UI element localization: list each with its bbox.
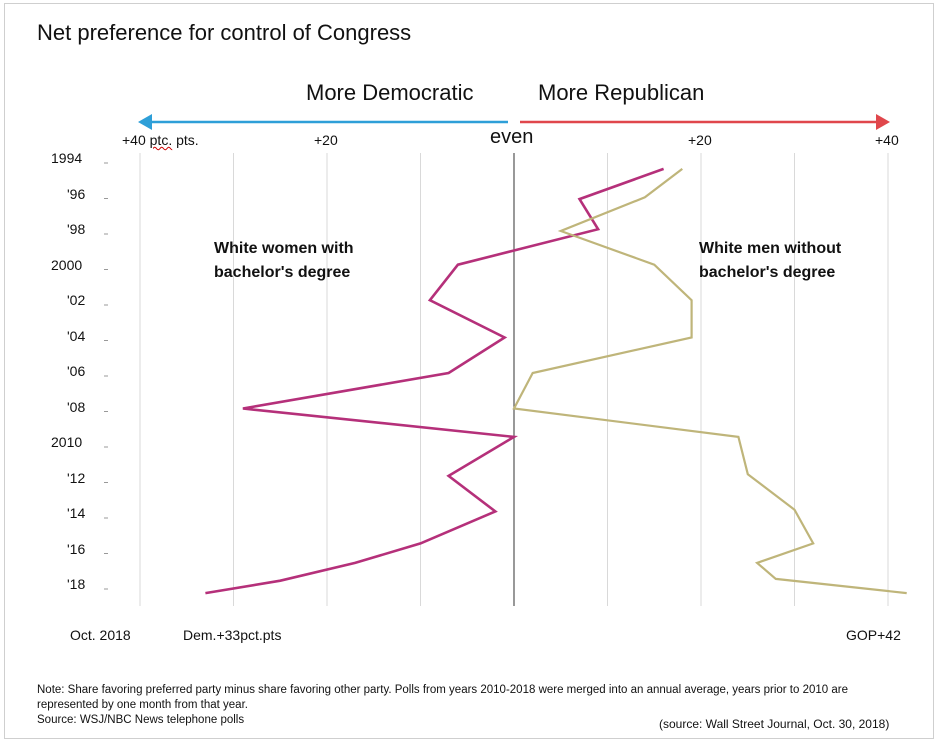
y-tick-label: '96 [67,185,86,202]
democratic-arrow-head [138,114,152,130]
men-annotation-line-1: White men without [699,240,842,257]
men-annotation: White men without bachelor's degree [699,237,841,285]
source-credit: (source: Wall Street Journal, Oct. 30, 2… [659,717,890,731]
bottom-gop-label: GOP+42 [846,627,901,643]
x-tick-label: +20 [314,132,338,148]
gridlines [139,153,889,606]
even-label: even [490,126,534,148]
y-tick-label: '02 [67,292,86,308]
republican-arrow-head [876,114,890,130]
y-tick-label: '04 [67,327,86,344]
x-tick-label: +40 [875,132,899,148]
y-tick-marks [104,162,108,590]
direction-arrows [138,114,890,130]
y-tick-label: '16 [67,540,86,557]
chart-title: Net preference for control of Congress [37,20,412,45]
y-tick-label: '12 [67,469,86,486]
x-tick-label: +20 [688,132,712,148]
women-annotation-line-2: bachelor's degree [214,264,351,281]
y-tick-label: 2010 [51,434,83,450]
men-series-line [512,168,907,595]
bottom-dem-label: Dem.+33pct.pts [183,627,282,643]
y-tick-label: '06 [67,363,86,379]
women-annotation-line-1: White women with [214,240,354,257]
women-series-line [205,167,665,595]
y-tick-label: '98 [67,221,86,237]
y-tick-label: 2000 [51,256,83,273]
series-lines [205,167,907,595]
men-annotation-line-2: bachelor's degree [699,264,836,281]
chart-note: Note: Share favoring preferred party min… [37,683,897,728]
note-text: Note: Share favoring preferred party min… [37,684,848,711]
y-tick-label: 1994 [51,150,83,166]
women-annotation: White women with bachelor's degree [214,237,354,285]
more-republican-label: More Republican [538,80,705,105]
y-tick-label: '18 [67,576,86,592]
x-tick-label: +40 ptc. pts. [122,132,199,148]
y-tick-label: '08 [67,398,86,415]
source-text: Source: WSJ/NBC News telephone polls [37,714,245,726]
y-tick-label: '14 [67,505,86,521]
bottom-date-label: Oct. 2018 [70,627,131,643]
more-democratic-label: More Democratic [306,80,474,105]
chart-frame [4,3,934,739]
